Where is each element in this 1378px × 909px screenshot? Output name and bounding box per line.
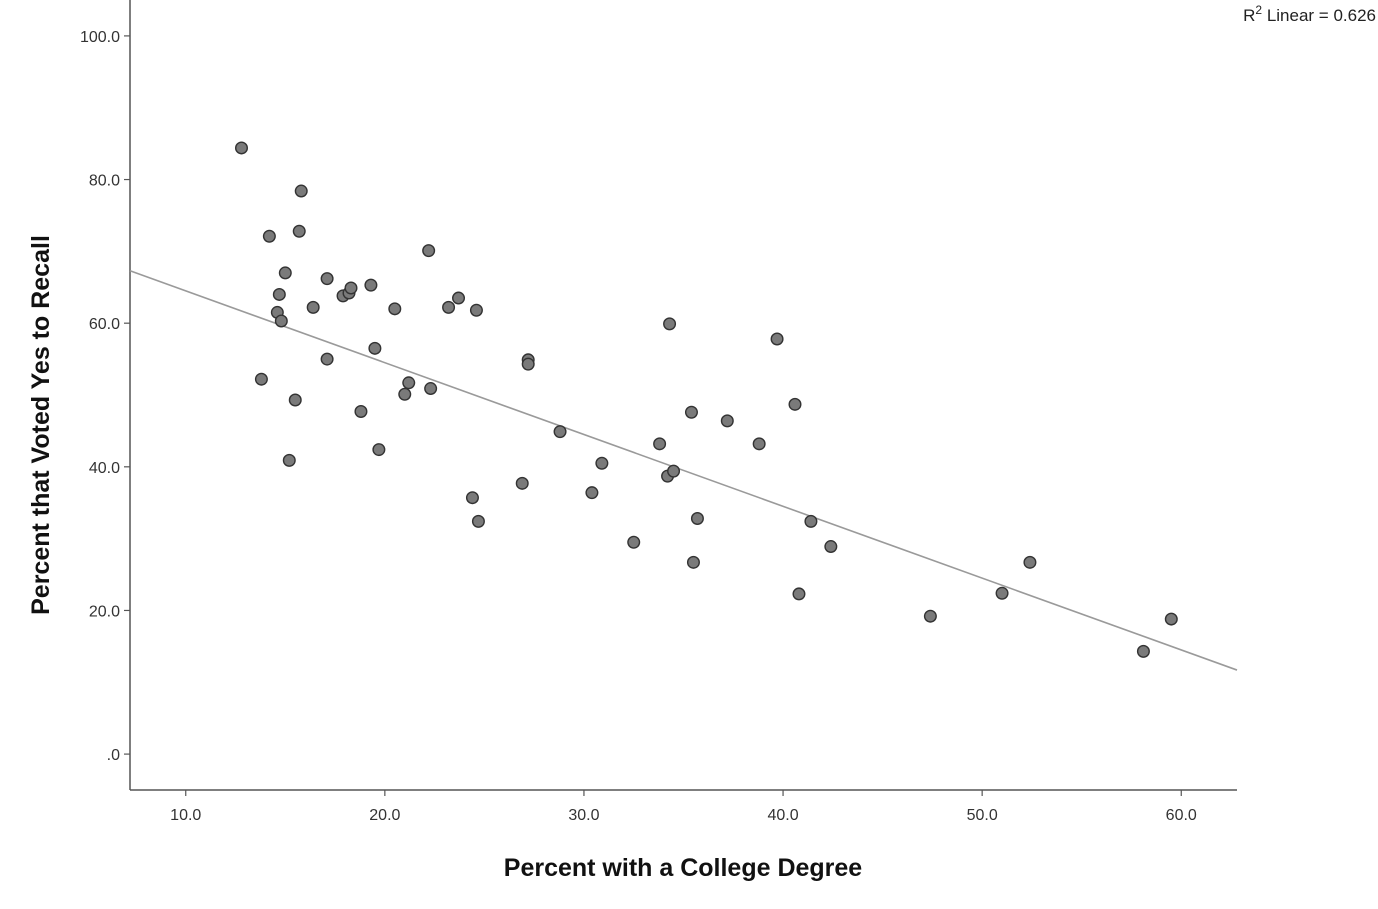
x-tick-label: 50.0 <box>967 807 998 824</box>
x-tick-label: 60.0 <box>1166 807 1197 824</box>
x-tick-label: 30.0 <box>568 807 599 824</box>
data-point <box>294 184 308 198</box>
data-point <box>471 514 485 528</box>
fit-line <box>129 270 1238 671</box>
data-point <box>720 414 734 428</box>
data-point <box>372 443 386 457</box>
data-point <box>1136 644 1150 658</box>
data-point <box>424 382 438 396</box>
y-tick-label: 100.0 <box>80 29 120 46</box>
data-point <box>1164 612 1178 626</box>
data-point <box>422 244 436 258</box>
data-point <box>368 341 382 355</box>
data-point <box>398 387 412 401</box>
data-point <box>788 397 802 411</box>
data-point <box>234 141 248 155</box>
data-point <box>595 456 609 470</box>
data-point <box>278 266 292 280</box>
data-points <box>234 141 1178 658</box>
data-point <box>653 437 667 451</box>
data-point <box>585 486 599 500</box>
data-point <box>995 586 1009 600</box>
data-point <box>288 393 302 407</box>
y-axis-title: Percent that Voted Yes to Recall <box>27 235 55 615</box>
data-point <box>354 405 368 419</box>
data-point <box>627 535 641 549</box>
x-axis-title: Percent with a College Degree <box>504 854 863 882</box>
data-point <box>364 278 378 292</box>
data-point <box>452 291 466 305</box>
data-point <box>690 512 704 526</box>
x-tick-label: 20.0 <box>369 807 400 824</box>
data-point <box>824 540 838 554</box>
data-point <box>274 314 288 328</box>
y-tick-label: 60.0 <box>89 316 120 333</box>
y-tick-label: 20.0 <box>89 603 120 620</box>
data-point <box>804 514 818 528</box>
data-point <box>667 464 681 478</box>
data-point <box>262 229 276 243</box>
data-point <box>515 476 529 490</box>
y-tick-label: 40.0 <box>89 460 120 477</box>
data-point <box>792 587 806 601</box>
x-tick-label: 40.0 <box>767 807 798 824</box>
data-point <box>306 300 320 314</box>
data-point <box>752 437 766 451</box>
data-point <box>684 405 698 419</box>
data-point <box>770 332 784 346</box>
data-point <box>292 224 306 238</box>
data-point <box>469 303 483 317</box>
data-point <box>442 300 456 314</box>
data-point <box>282 453 296 467</box>
data-point <box>465 491 479 505</box>
y-tick-label: .0 <box>107 747 120 764</box>
data-point <box>663 317 677 331</box>
y-tick-label: 80.0 <box>89 173 120 190</box>
data-point <box>923 609 937 623</box>
data-point <box>320 352 334 366</box>
x-tick-label: 10.0 <box>170 807 201 824</box>
data-point <box>1023 555 1037 569</box>
data-point <box>402 376 416 390</box>
data-point <box>320 272 334 286</box>
r-squared-label: R2 Linear = 0.626 <box>1243 3 1376 25</box>
data-point <box>272 287 286 301</box>
fit-line-group <box>129 270 1238 671</box>
data-point <box>553 425 567 439</box>
data-point <box>254 372 268 386</box>
data-point <box>686 555 700 569</box>
data-point <box>521 357 535 371</box>
axes: .0 20.0 40.0 60.0 80.0 100.0 10.0 20.0 30.0 40.0 5… <box>80 0 1237 824</box>
data-point <box>344 281 358 295</box>
data-point <box>388 302 402 316</box>
